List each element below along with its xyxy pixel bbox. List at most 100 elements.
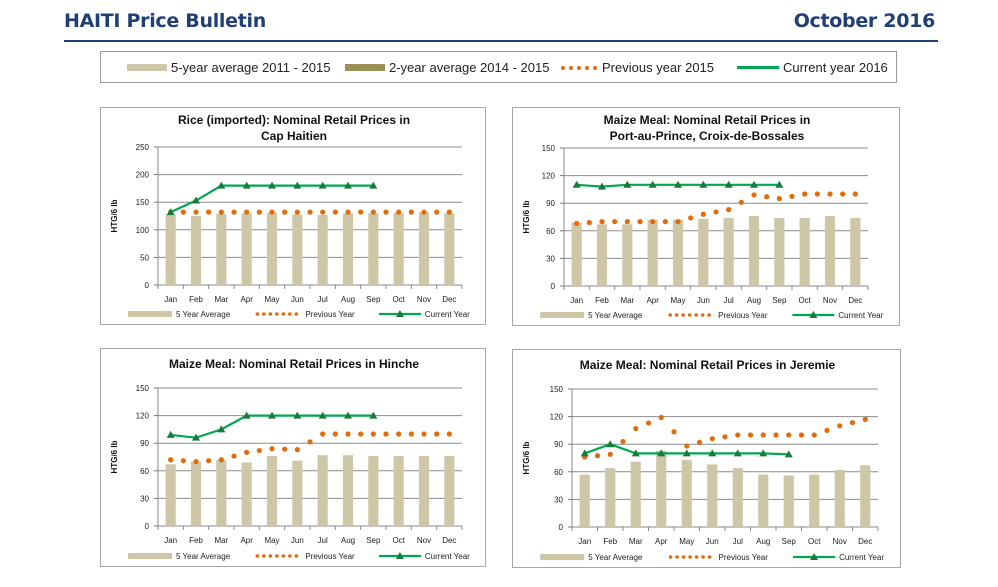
x-tick-label: Jul <box>733 537 743 546</box>
previous-year-dot <box>713 209 719 215</box>
legend-dot <box>694 313 698 317</box>
header-divider <box>64 40 938 42</box>
previous-year-point <box>735 432 741 438</box>
x-tick-label: Aug <box>341 536 355 545</box>
bar-5yr-average <box>605 468 616 527</box>
x-tick-label: Dec <box>442 536 456 545</box>
legend-swatch-5yr <box>127 64 167 71</box>
y-tick-label: 0 <box>145 522 150 531</box>
series-previous-year <box>582 414 868 460</box>
current-year-marker <box>192 433 200 441</box>
legend-dot <box>687 313 692 317</box>
x-tick-label: Nov <box>833 537 847 546</box>
y-tick-label: 30 <box>546 254 555 263</box>
x-tick-label: Jan <box>164 536 177 545</box>
y-tick-label: 150 <box>542 144 556 153</box>
x-tick-label: Jul <box>318 295 328 304</box>
x-tick-label: Sep <box>366 536 381 545</box>
current-year-marker <box>293 411 302 419</box>
y-tick-label: 120 <box>550 413 564 422</box>
previous-year-dot <box>231 453 237 459</box>
legend-label: 5 Year Average <box>588 311 643 320</box>
legend-dot <box>281 554 286 558</box>
y-tick-label: 60 <box>140 467 149 476</box>
y-tick-label: 200 <box>136 171 150 180</box>
x-tick-label: Oct <box>798 296 811 305</box>
legend-dot <box>681 555 686 559</box>
bar-5yr-average <box>860 465 871 527</box>
previous-year-dot <box>612 219 618 225</box>
x-tick-label: Jul <box>724 296 734 305</box>
y-tick-label: 90 <box>140 439 149 448</box>
current-year-marker <box>708 449 717 457</box>
current-year-line <box>170 414 374 439</box>
previous-year-point <box>811 432 817 438</box>
legend-label: 2-year average 2014 - 2015 <box>389 60 550 75</box>
current-year-marker <box>623 180 632 188</box>
bar-5yr-average <box>834 469 845 527</box>
current-year-marker <box>217 181 226 189</box>
bar-5yr-average <box>190 216 202 285</box>
previous-year-dot <box>696 439 703 445</box>
bar-5yr-average <box>342 455 354 526</box>
previous-year-dot <box>814 191 820 197</box>
legend-dot <box>668 313 672 317</box>
previous-year-point <box>650 219 656 225</box>
previous-year-dot <box>738 199 744 205</box>
previous-year-point <box>802 191 808 197</box>
previous-year-point <box>193 459 199 465</box>
current-year-marker <box>192 196 200 204</box>
previous-year-dot <box>282 209 288 215</box>
bar-5yr-average <box>809 474 820 527</box>
bar-5yr-average <box>799 217 810 286</box>
bar-5yr-average <box>165 464 176 526</box>
legend-dot <box>681 313 685 317</box>
current-year-marker <box>166 430 175 438</box>
bulletin-title: HAITI Price Bulletin <box>64 10 266 32</box>
chart-rice-cap-haitien: Rice (imported): Nominal Retail Prices i… <box>110 113 470 319</box>
x-tick-label: Aug <box>341 295 355 304</box>
previous-year-point <box>294 447 300 453</box>
previous-year-dot <box>408 209 414 215</box>
chart-title: Port-au-Prince, Croix-de-Bossales <box>610 129 805 143</box>
bar-5yr-average <box>317 214 328 285</box>
previous-year-point <box>751 192 757 198</box>
legend-swatch-2yr <box>345 64 385 71</box>
chart-maize-port-au-prince: Maize Meal: Nominal Retail Prices in Port… <box>522 113 884 320</box>
previous-year-dot <box>332 431 338 437</box>
x-tick-label: Feb <box>189 295 203 304</box>
bar-5yr-average <box>216 213 227 285</box>
legend-dot <box>688 555 692 559</box>
previous-year-point <box>345 431 351 437</box>
legend-label: Previous Year <box>305 552 355 561</box>
current-year-marker <box>293 181 302 189</box>
y-tick-label: 120 <box>136 412 150 421</box>
chart-panel-maize-jeremie: Maize Meal: Nominal Retail Prices in Jer… <box>512 349 901 568</box>
x-tick-label: Oct <box>392 536 405 545</box>
chart-maize-jeremie: Maize Meal: Nominal Retail Prices in Jer… <box>522 358 884 562</box>
previous-year-point <box>218 209 224 215</box>
chart-maize-hinche: Maize Meal: Nominal Retail Prices in Hin… <box>110 357 470 561</box>
legend-dot <box>675 555 679 559</box>
legend-label: Current Year <box>425 552 470 561</box>
previous-year-dot <box>408 431 414 437</box>
current-year-marker <box>598 182 606 190</box>
bar-5yr-average <box>165 214 176 285</box>
x-tick-label: Dec <box>848 296 862 305</box>
previous-year-dot <box>688 215 694 221</box>
previous-year-dot <box>332 209 338 215</box>
legend-dot <box>255 312 260 316</box>
previous-year-dot <box>798 432 805 438</box>
previous-year-dot <box>383 431 389 437</box>
chart-title: Maize Meal: Nominal Retail Prices in <box>604 113 811 127</box>
previous-year-point <box>168 457 174 463</box>
bar-5yr-average <box>241 462 252 526</box>
y-tick-label: 30 <box>140 494 149 503</box>
previous-year-point <box>446 209 452 215</box>
legend-item-2yr-average: 2-year average 2014 - 2015 <box>345 60 549 75</box>
y-tick-label: 0 <box>145 281 150 290</box>
y-tick-label: 90 <box>546 199 555 208</box>
current-year-line <box>170 184 374 214</box>
legend-label: 5 Year Average <box>588 553 643 562</box>
bar-5yr-average <box>418 212 430 285</box>
